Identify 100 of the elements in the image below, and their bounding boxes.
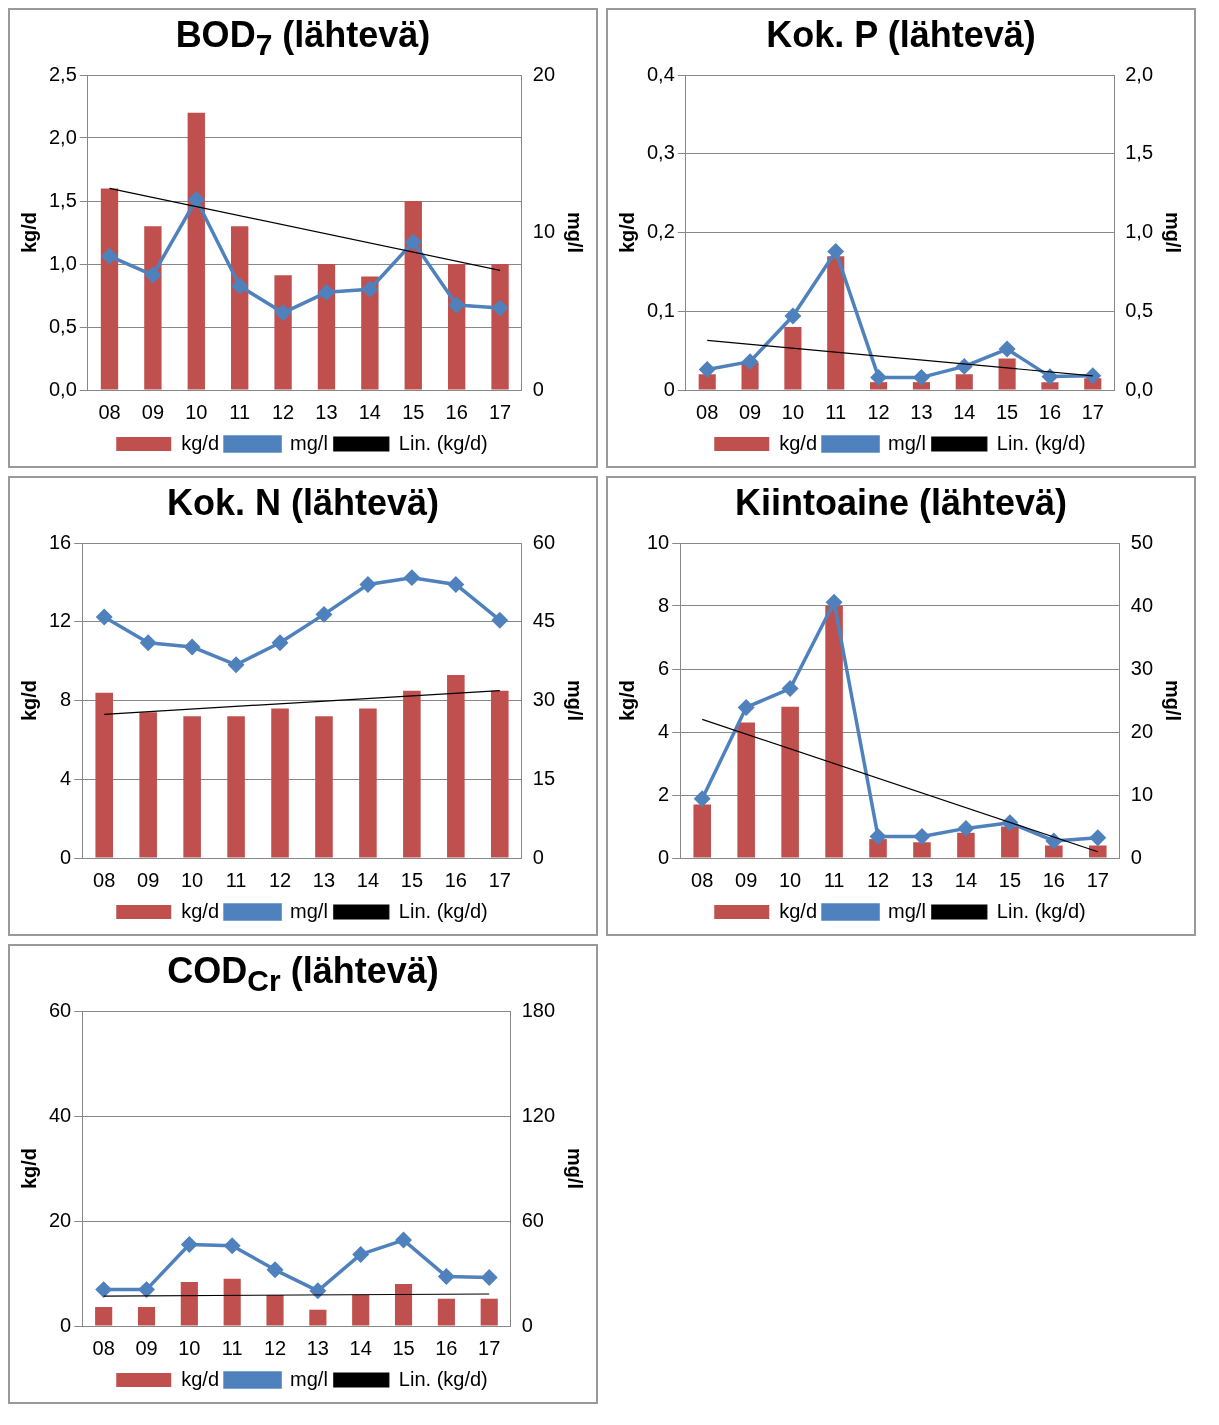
x-tick-label: 13: [910, 868, 934, 891]
point: [870, 828, 886, 845]
y2-tick-label: 15: [532, 766, 555, 789]
x-tick-label: 11: [221, 1336, 243, 1359]
y-axis-title: kg/d: [17, 211, 40, 254]
bar: [95, 1307, 113, 1326]
legend-label: kg/d: [181, 431, 220, 454]
y2-axis-title: mg/l: [1162, 211, 1185, 254]
x-tick-label: 13: [315, 400, 338, 423]
x-tick-label: 09: [135, 1336, 158, 1359]
x-tick-label: 16: [1038, 400, 1062, 423]
point: [448, 297, 465, 313]
chart-title: COD$_{Cr}$ (lähtevä): [166, 949, 440, 998]
y-tick-label: 60: [49, 998, 72, 1021]
point: [404, 569, 420, 586]
bar: [100, 188, 119, 390]
x-tick-label: 17: [488, 400, 512, 423]
point: [742, 353, 758, 370]
point: [138, 1281, 155, 1298]
point: [272, 635, 288, 651]
y-tick-label: 0,0: [48, 377, 77, 400]
y2-tick-label: 20: [1130, 719, 1153, 742]
y2-tick-label: 180: [521, 998, 556, 1021]
y2-tick-label: 30: [1130, 656, 1153, 679]
y-tick-label: 8: [658, 593, 670, 616]
legend-label: Lin. (kg/d): [996, 899, 1086, 922]
point: [999, 341, 1015, 357]
chart-title: Kok. P (lähtevä): [765, 13, 1037, 57]
y2-tick-label: 10: [532, 220, 555, 243]
x-tick-label: 10: [181, 868, 204, 891]
y-tick-label: 0,1: [646, 298, 675, 321]
y2-tick-label: 0: [521, 1313, 533, 1336]
y-tick-label: 10: [647, 530, 670, 553]
x-tick-label: 08: [92, 1336, 115, 1359]
x-tick-label: 14: [954, 868, 978, 891]
x-tick-label: 09: [137, 868, 160, 891]
x-tick-label: 17: [1086, 868, 1109, 891]
chart-title: Kok. N (lähtevä): [165, 481, 441, 525]
y-tick-label: 0,4: [646, 62, 675, 85]
bar: [480, 1298, 498, 1326]
x-tick-label: 16: [444, 868, 467, 891]
y2-tick-label: 60: [532, 530, 555, 553]
x-tick-label: 12: [263, 1336, 287, 1359]
point: [405, 234, 422, 250]
bar: [394, 1284, 413, 1326]
point: [827, 243, 844, 260]
x-tick-label: 10: [781, 400, 805, 423]
point: [140, 635, 156, 651]
y-tick-label: 0,5: [48, 314, 77, 337]
y-tick-label: 0: [658, 845, 670, 868]
y2-tick-label: 50: [1130, 530, 1153, 553]
x-tick-label: 14: [356, 868, 380, 891]
bar: [737, 722, 755, 858]
bar: [491, 264, 509, 390]
y2-tick-label: 2,0: [1125, 62, 1154, 85]
legend-label: kg/d: [779, 899, 818, 922]
legend-label: mg/l: [888, 431, 926, 454]
legend-label: mg/l: [888, 899, 926, 922]
point: [1085, 368, 1101, 384]
x-tick-label: 09: [738, 400, 762, 423]
y2-tick-label: 20: [532, 62, 555, 85]
y-tick-label: 40: [49, 1103, 72, 1126]
x-tick-label: 14: [349, 1336, 372, 1359]
y-axis-title: kg/d: [615, 211, 638, 254]
bar: [274, 275, 292, 390]
x-tick-label: 13: [312, 868, 336, 891]
y2-axis-title: mg/l: [1162, 679, 1185, 722]
point: [738, 699, 754, 716]
bar: [1088, 845, 1107, 858]
y2-tick-label: 10: [1130, 782, 1153, 805]
legend-label: kg/d: [779, 431, 818, 454]
bar: [998, 358, 1016, 390]
bar: [784, 327, 802, 390]
x-tick-label: 12: [866, 868, 890, 891]
y2-tick-label: 30: [532, 688, 555, 711]
bar: [698, 374, 716, 390]
point: [958, 820, 974, 837]
x-tick-label: 10: [178, 1336, 201, 1359]
y2-axis-title: mg/l: [564, 1147, 587, 1190]
x-tick-label: 12: [867, 400, 890, 423]
bar: [447, 264, 466, 390]
y-tick-label: 4: [60, 766, 72, 789]
y-tick-label: 2: [658, 782, 670, 805]
y2-tick-label: 0,0: [1125, 377, 1154, 400]
x-tick-label: 15: [995, 400, 1019, 423]
legend-label: Lin. (kg/d): [398, 431, 488, 454]
x-tick-label: 11: [225, 868, 247, 891]
bar: [1045, 845, 1063, 858]
point: [184, 639, 200, 655]
bar: [309, 1309, 327, 1326]
y-tick-label: 12: [49, 609, 72, 632]
x-tick-label: 08: [691, 868, 714, 891]
legend-label: mg/l: [290, 431, 328, 454]
y2-axis-title: mg/l: [564, 211, 587, 254]
point: [492, 612, 508, 628]
x-tick-label: 17: [488, 868, 511, 891]
point: [699, 361, 715, 378]
point: [362, 281, 378, 297]
point: [318, 284, 335, 301]
y-tick-label: 2,5: [48, 62, 77, 85]
